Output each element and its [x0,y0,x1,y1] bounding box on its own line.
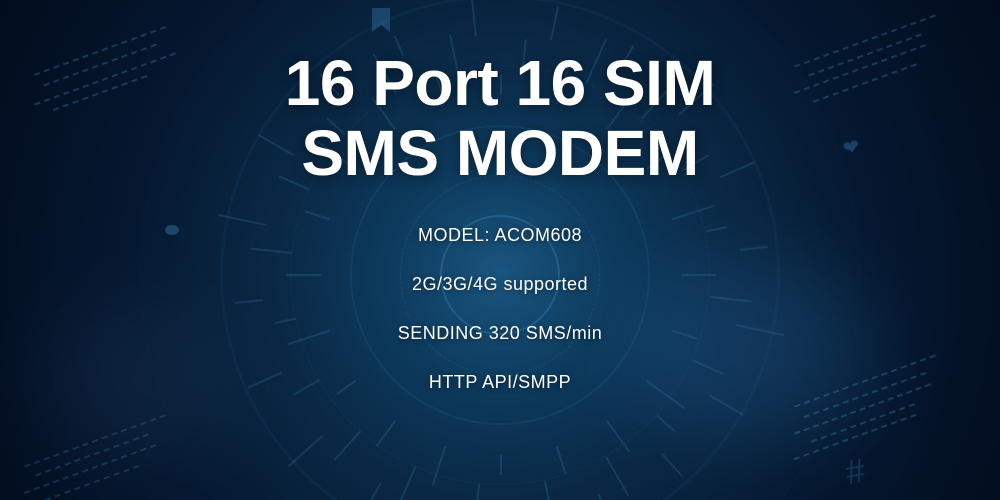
spec-model: MODEL: ACOM608 [418,225,582,246]
spec-api: HTTP API/SMPP [429,372,571,393]
hero-title: 16 Port 16 SIM SMS MODEM [285,48,716,189]
spec-rate: SENDING 320 SMS/min [398,323,603,344]
hero-title-line2: SMS MODEM [301,117,698,189]
hero-banner: 16 Port 16 SIM SMS MODEM MODEL: ACOM608 … [0,0,1000,500]
spec-network: 2G/3G/4G supported [412,274,588,295]
hero-title-line1: 16 Port 16 SIM [285,47,716,119]
